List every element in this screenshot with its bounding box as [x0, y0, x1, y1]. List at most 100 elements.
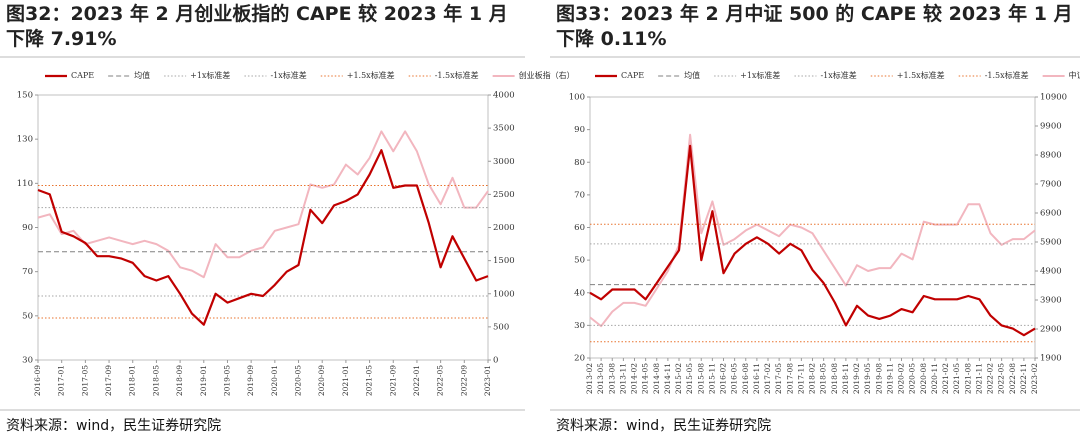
y-tick-label: 40: [574, 288, 585, 298]
legend-label: CAPE: [71, 71, 94, 80]
x-tick-label: 2014-08: [652, 363, 661, 394]
x-tick-label: 2019-01: [199, 365, 208, 396]
plot-frame: [589, 96, 1036, 359]
x-tick-label: 2021-08: [963, 363, 972, 394]
x-tick-label: 2016-11: [752, 363, 761, 394]
y2-tick-label: 8900: [1040, 151, 1062, 161]
y-tick-label: 30: [574, 321, 585, 331]
y2-tick-label: 1900: [1040, 354, 1062, 364]
x-tick-label: 2020-02: [897, 363, 906, 394]
x-tick-label: 2016-08: [741, 363, 750, 394]
x-tick-label: 2022-08: [1008, 363, 1017, 394]
x-tick-label: 2018-09: [175, 365, 184, 396]
x-tick-label: 2022-02: [986, 363, 995, 394]
x-tick-label: 2020-01: [270, 365, 279, 396]
y2-tick-label: 1500: [493, 256, 515, 266]
legend-label: -1.5x标准差: [435, 70, 479, 80]
legend-label: CAPE: [621, 71, 644, 80]
legend-label: 均值: [134, 70, 150, 80]
y2-tick-label: 10900: [1040, 93, 1067, 103]
y2-tick-label: 0: [493, 356, 498, 366]
x-tick-label: 2017-05: [774, 363, 783, 394]
legend-label: -1x标准差: [270, 70, 306, 80]
x-tick-label: 2022-05: [997, 363, 1006, 394]
y-tick-label: 100: [569, 93, 585, 103]
y2-tick-label: 4900: [1040, 267, 1062, 277]
x-tick-label: 2021-11: [974, 363, 983, 394]
x-tick-label: 2021-09: [388, 365, 397, 396]
x-tick-label: 2013-11: [618, 363, 627, 394]
y2-tick-label: 3900: [1040, 296, 1062, 306]
y2-tick-label: 500: [493, 322, 509, 332]
x-tick-label: 2023-01: [483, 365, 492, 396]
x-tick-label: 2020-09: [317, 365, 326, 396]
y-tick-label: 90: [574, 125, 585, 135]
x-tick-label: 2014-02: [630, 363, 639, 394]
y2-tick-label: 3500: [493, 124, 515, 134]
y2-tick-label: 9900: [1040, 122, 1062, 132]
legend-label: -1.5x标准差: [985, 70, 1029, 80]
y-tick-label: 150: [17, 91, 33, 101]
y-tick-label: 30: [22, 356, 33, 366]
y2-tick-label: 5900: [1040, 238, 1062, 248]
legend-label: +1x标准差: [740, 70, 780, 80]
x-tick-label: 2020-05: [294, 365, 303, 396]
x-tick-label: 2023-02: [1030, 363, 1039, 394]
x-tick-label: 2018-05: [819, 363, 828, 394]
y-tick-label: 80: [574, 158, 585, 168]
x-tick-label: 2022-05: [436, 365, 445, 396]
x-tick-label: 2015-11: [707, 363, 716, 394]
legend-label: 均值: [684, 70, 700, 80]
plot-frame: [37, 94, 489, 361]
x-tick-label: 2022-11: [1019, 363, 1028, 394]
x-tick-label: 2019-05: [863, 363, 872, 394]
x-tick-label: 2016-09: [33, 365, 42, 396]
y2-tick-label: 2900: [1040, 325, 1062, 335]
source-note: 资料来源：wind，民生证券研究院: [6, 418, 222, 434]
chart-title: 图33：2023 年 2 月中证 500 的 CAPE 较 2023 年 1 月…: [556, 3, 1073, 50]
x-tick-label: 2013-05: [596, 363, 605, 394]
x-tick-label: 2018-08: [830, 363, 839, 394]
x-tick-label: 2022-01: [412, 365, 421, 396]
x-tick-label: 2019-09: [246, 365, 255, 396]
y2-tick-label: 3000: [493, 157, 515, 167]
x-tick-label: 2020-08: [919, 363, 928, 394]
x-tick-label: 2017-02: [763, 363, 772, 394]
x-tick-label: 2020-05: [908, 363, 917, 394]
series-line: [37, 130, 489, 279]
y-tick-label: 50: [574, 256, 585, 266]
y-tick-label: 50: [22, 311, 33, 321]
x-tick-label: 2013-02: [585, 363, 594, 394]
legend-label: -1x标准差: [820, 70, 856, 80]
y-tick-label: 70: [22, 267, 33, 277]
x-tick-label: 2016-05: [730, 363, 739, 394]
x-tick-label: 2021-02: [941, 363, 950, 394]
y-tick-label: 20: [574, 354, 585, 364]
x-tick-label: 2022-09: [459, 365, 468, 396]
x-tick-label: 2018-11: [841, 363, 850, 394]
y-tick-label: 70: [574, 190, 585, 200]
x-tick-label: 2021-05: [365, 365, 374, 396]
source-note: 资料来源：wind，民生证券研究院: [556, 418, 772, 434]
x-tick-label: 2021-01: [341, 365, 350, 396]
y2-tick-label: 2500: [493, 190, 515, 200]
x-tick-label: 2017-01: [57, 365, 66, 396]
x-tick-label: 2019-02: [852, 363, 861, 394]
x-tick-label: 2019-11: [885, 363, 894, 394]
x-tick-label: 2021-05: [952, 363, 961, 394]
x-tick-label: 2018-01: [128, 365, 137, 396]
y2-tick-label: 4000: [493, 91, 515, 101]
x-tick-label: 2017-08: [785, 363, 794, 394]
legend-label: +1.5x标准差: [347, 70, 395, 80]
y2-tick-label: 1000: [493, 289, 515, 299]
x-tick-label: 2018-05: [151, 365, 160, 396]
x-tick-label: 2015-05: [685, 363, 694, 394]
x-tick-label: 2015-02: [674, 363, 683, 394]
y2-tick-label: 7900: [1040, 180, 1062, 190]
x-tick-label: 2017-05: [80, 365, 89, 396]
legend-label: +1x标准差: [190, 70, 230, 80]
series-line: [589, 133, 1036, 328]
